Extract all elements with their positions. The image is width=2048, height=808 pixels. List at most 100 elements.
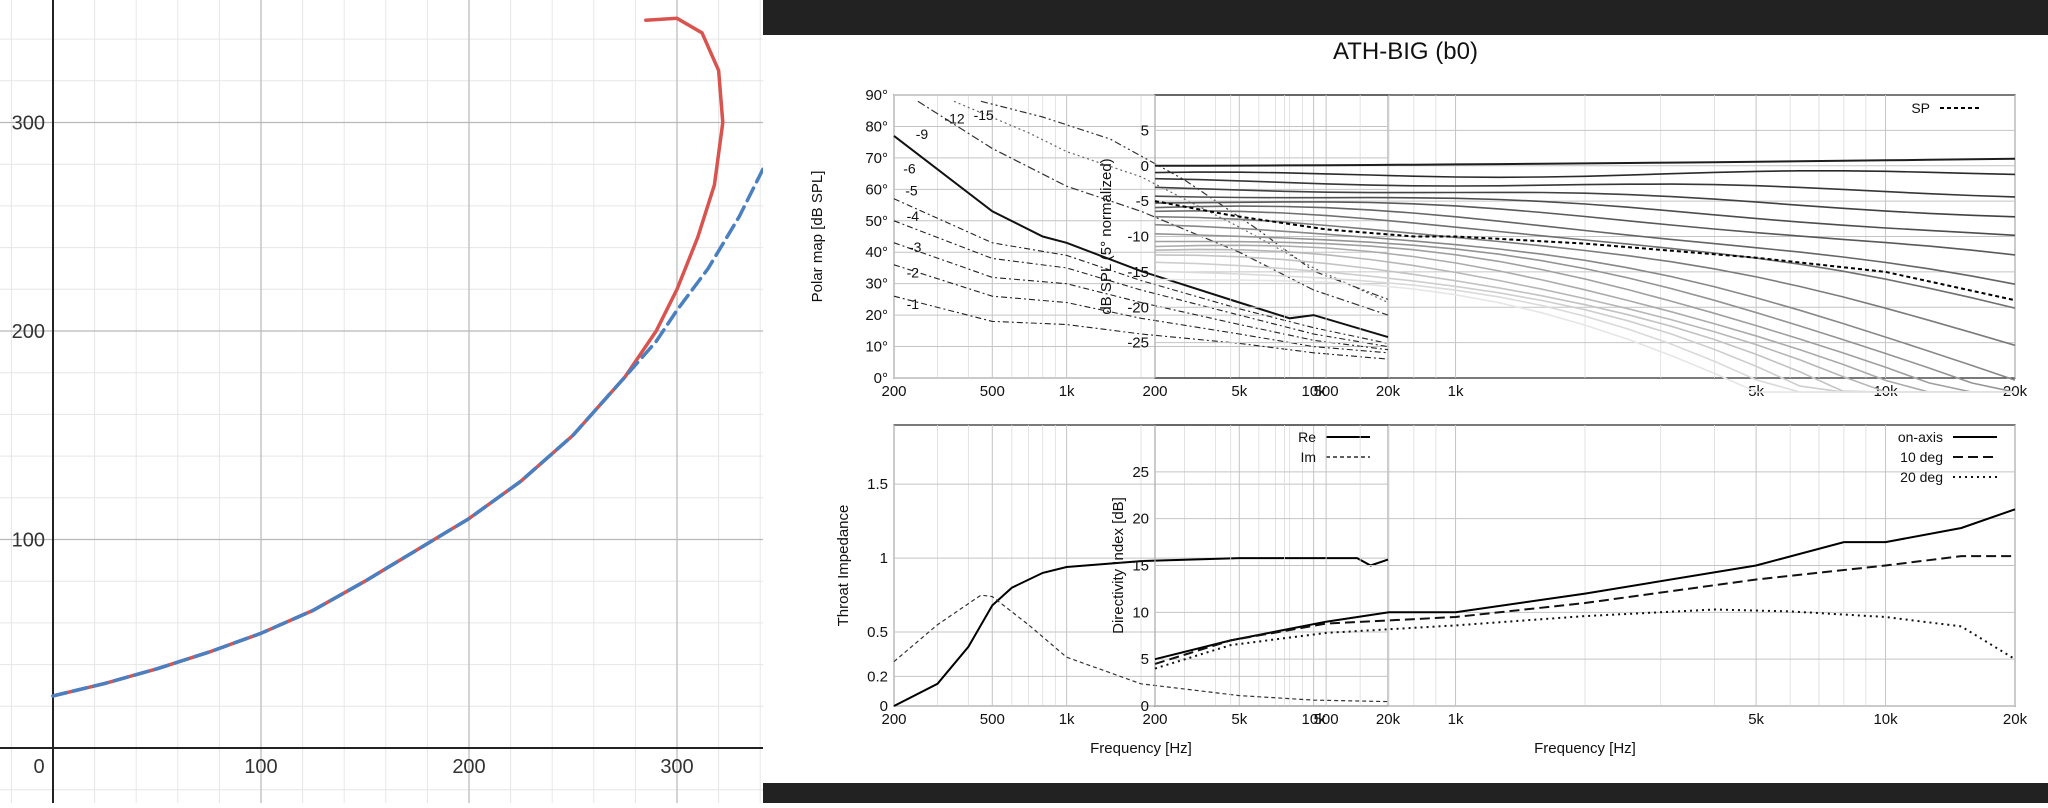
x-tick-label: 5k [1231,383,1247,400]
x-axis-label: Frequency [Hz] [1534,740,1636,757]
x-tick-label: 20k [1376,383,1401,400]
spl-curve [1154,248,2015,393]
y-tick-label: 1.5 [867,476,888,493]
x-tick-label: 10k [1302,711,1327,728]
contour-line [893,264,1389,354]
x-tick-label: 1k [1448,711,1464,728]
impedance-curve [893,594,1389,703]
spl-curve [1154,278,2015,393]
legend-label: Re [1298,429,1316,445]
legend-label: 20 deg [1900,469,1943,485]
x-axis-label: Frequency [Hz] [1090,740,1192,757]
contour-label: -9 [916,126,929,142]
polar-map-chart: 200 500 1k 5k 10k 20k 0° 10° 20° 30° 40° 50° 60° 70° 8… [809,87,1401,400]
y-tick-label: 100 [12,530,45,552]
x-tick-label: 500 [980,711,1005,728]
fit-curve [51,152,773,698]
y-tick-label: 20° [865,307,888,324]
contour-label: -15 [974,107,994,123]
legend-label: on-axis [1898,429,1943,445]
x-tick-label: 200 [452,756,485,778]
simulation-charts: 200 500 1k 5k 10k 20k0°10°20°30°40°50°60°70°8… [809,87,2028,757]
bottom-dark-bar [763,783,2048,803]
x-tick-label: 1k [1059,383,1075,400]
y-tick-label: -10 [1127,229,1149,246]
x-tick-label: 200 [881,711,906,728]
y-tick-label: 90° [865,87,888,104]
contour-line [917,100,1389,316]
y-tick-label: 0 [1141,158,1149,175]
contour-label: -12 [944,110,964,126]
y-tick-label: 70° [865,150,888,167]
y-tick-label: 10° [865,339,888,356]
contour-line [980,100,1389,300]
spl-curve [1154,157,2016,167]
x-tick-label: 5k [1748,711,1764,728]
y-tick-label: 60° [865,181,888,198]
contour-line [893,242,1389,351]
impedance-curve [893,557,1389,707]
y-tick-label: -5 [1136,193,1149,210]
y-tick-label: 5 [1141,651,1149,668]
y-axis-label: dB SPL (5° normalized) [1098,158,1115,314]
x-tick-label: 20k [2003,711,2028,728]
y-tick-label: 10 [1132,604,1149,621]
y-tick-label: 40° [865,244,888,261]
contour-label: -6 [903,161,916,177]
x-tick-label: 5k [1231,711,1247,728]
y-axis-label: Directivity Index [dB] [1110,497,1127,634]
x-tick-label: 20k [1376,711,1401,728]
x-tick-label: 500 [980,383,1005,400]
spl-curve [1154,195,2016,237]
legend-label: 10 deg [1900,449,1943,465]
profile-graph-panel[interactable]: 0 100 200 300 100 200 300 [0,0,773,803]
contour-line [893,135,1389,339]
y-tick-label: 0 [880,698,888,715]
y-axis-label: Polar map [dB SPL] [809,171,826,303]
spl-normalized-chart: 200 500 1k 5k 10k 20k 5 0 -5 -10 -15 -20 -25 dB SPL (… [1098,94,2028,400]
y-tick-label: 1 [880,550,888,567]
x-tick-label: 1k [1059,711,1075,728]
simulation-result-panel: ATH-BIG (b0) 200 500 1k 5k 10k 20k 0° 10° 20° 30°… [763,0,2048,803]
directivity-curve [1154,508,2016,661]
contour-line [893,220,1389,348]
x-tick-label: 300 [660,756,693,778]
x-tick-label: 500 [1314,383,1339,400]
contour-label: -1 [907,296,920,312]
y-tick-label: 0° [874,370,888,387]
x-tick-label: 200 [1142,711,1167,728]
y-tick-label: 0.2 [867,668,888,685]
y-tick-label: 80° [865,118,888,135]
x-tick-label: 100 [244,756,277,778]
x-tick-label: 20k [2003,383,2028,400]
y-tick-label: 300 [12,113,45,135]
y-tick-label: 15 [1132,558,1149,575]
x-tick-label: 200 [1142,383,1167,400]
spl-curve [1154,233,2016,393]
contour-label: -5 [905,183,918,199]
y-tick-label: 20 [1132,511,1149,528]
legend-label: Im [1300,449,1316,465]
contour-label: -4 [907,208,920,224]
y-tick-label: -15 [1127,264,1149,281]
x-tick-label: 1k [1448,383,1464,400]
x-tick-label: 10k [1873,711,1898,728]
contour-line [893,198,1389,344]
profile-graph[interactable]: 0 100 200 300 100 200 300 [0,0,773,803]
directivity-index-chart: 200 500 1k 5k 10k 20k 0 5 10 15 20 25 Directivity In… [1110,424,2028,757]
legend-label: SP [1911,100,1930,116]
y-axis-label: Throat Impedance [835,505,852,627]
top-dark-bar [763,0,2048,35]
x-tick-label: 500 [1314,711,1339,728]
y-tick-label: 30° [865,276,888,293]
spl-curve [1154,205,2016,285]
contour-line [893,295,1389,360]
y-tick-label: -20 [1127,299,1149,316]
page-title: ATH-BIG (b0) [1333,38,1478,65]
y-tick-label: 200 [12,321,45,343]
spl-curve [1154,215,2016,347]
spl-curve [1154,244,2015,393]
x-tick-label: 200 [881,383,906,400]
directivity-curve [1154,555,2015,665]
x-tick-label: 0 [33,756,44,778]
